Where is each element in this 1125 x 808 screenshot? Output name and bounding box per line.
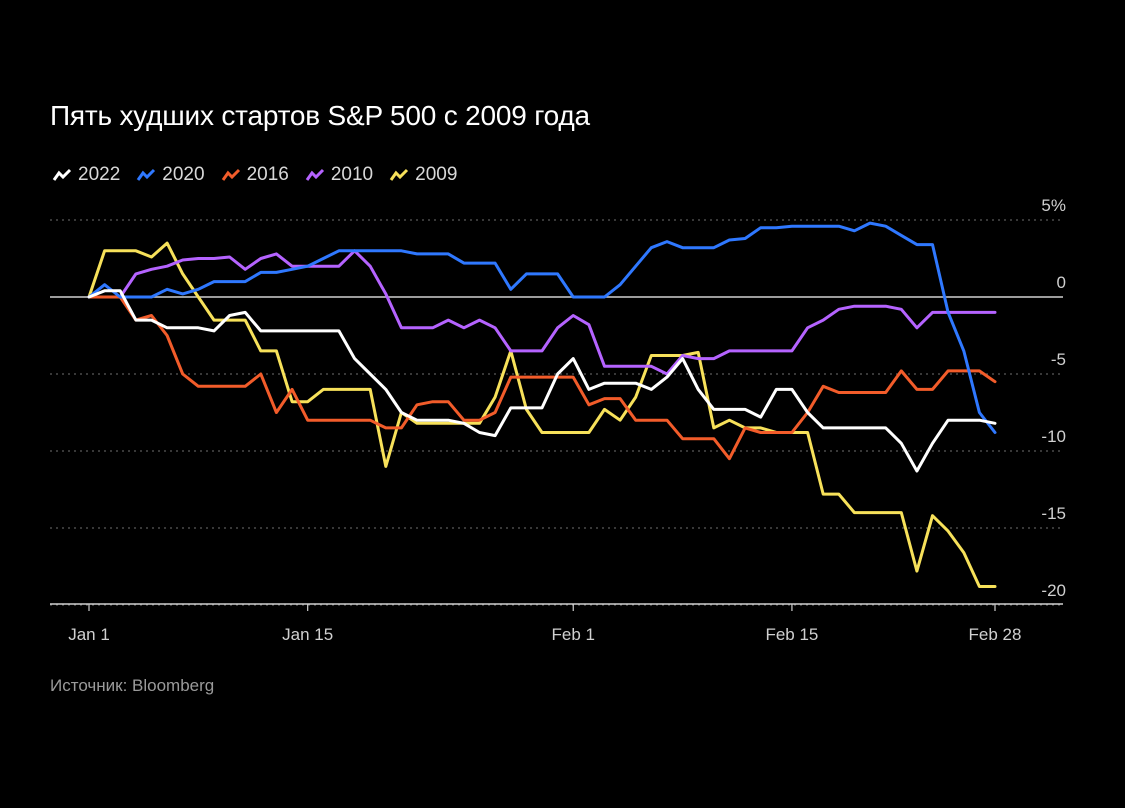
legend-item-2010: 2010 [305,164,373,186]
legend-item-2020: 2020 [136,164,205,186]
series-line-2009 [87,241,997,588]
y-tick-label: -20 [1041,581,1066,600]
legend-label-2022: 2022 [78,164,121,185]
legend-label-2016: 2016 [246,164,289,185]
source-note: Источник: Bloomberg [50,676,215,695]
x-tick-label: Jan 15 [282,625,333,644]
y-tick-label: -10 [1041,427,1066,446]
chart-title: Пять худших стартов S&P 500 с 2009 года [50,100,590,131]
y-tick-label: -15 [1041,504,1066,523]
legend-label-2010: 2010 [330,164,374,185]
y-tick-label: 0 [1057,273,1066,292]
legend-item-2016: 2016 [221,164,289,186]
legend-swatch-2016 [221,168,240,181]
series-line-2016 [87,295,997,461]
legend-item-2022: 2022 [52,164,120,186]
series-line-2020 [87,221,997,434]
x-tick-label: Feb 15 [765,625,818,644]
legend: 2022 2020 2016 2010 2009 [52,164,473,186]
legend-item-2009: 2009 [389,164,457,186]
y-tick-label: -5 [1051,350,1066,369]
legend-swatch-2010 [305,168,324,181]
x-tick-label: Jan 1 [68,625,110,644]
x-tick-label: Feb 1 [551,625,594,644]
legend-label-2009: 2009 [415,164,458,185]
legend-swatch-2020 [137,168,156,181]
x-tick-label: Feb 28 [969,625,1022,644]
legend-label-2020: 2020 [162,164,205,185]
series-line-2010 [87,249,997,376]
legend-swatch-2009 [389,168,409,181]
y-tick-label: 5% [1041,196,1066,215]
series-line-2022 [87,289,997,473]
legend-swatch-2022 [52,168,72,181]
